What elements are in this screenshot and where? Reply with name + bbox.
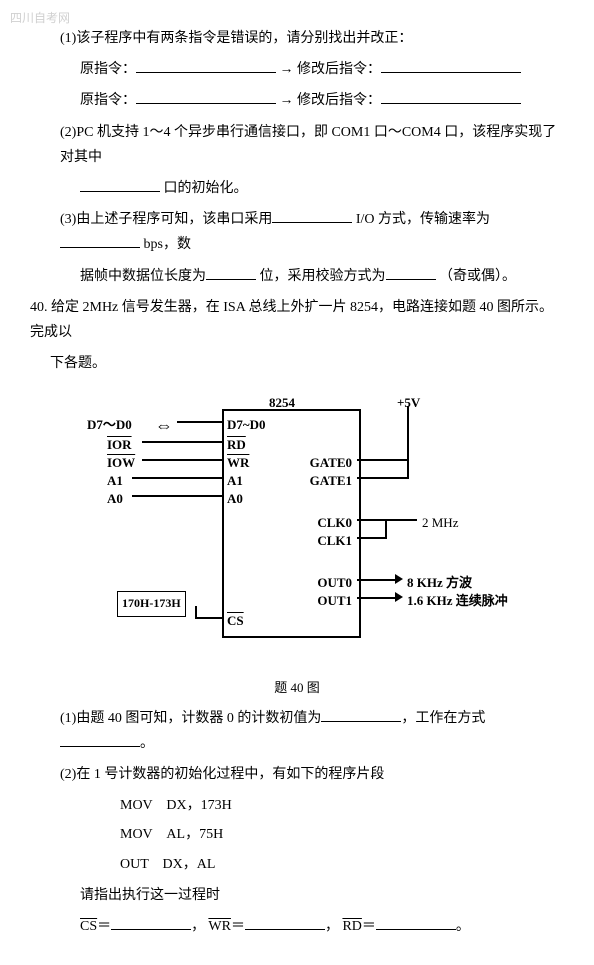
watermark: 四川自考网 <box>10 8 70 30</box>
pin-out1: OUT1 <box>317 589 352 612</box>
eq3: ＝ <box>362 919 376 934</box>
bus-arrow-icon: ⇔ <box>155 409 173 441</box>
q3-text-c: bps，数 <box>144 237 191 252</box>
orig-label-2: 原指令： <box>80 93 136 108</box>
blank <box>136 89 276 104</box>
wire <box>385 519 387 539</box>
blank <box>386 265 436 280</box>
bus-text: D7～D0 <box>87 417 132 432</box>
q3-text-b: I/O 方式，传输速率为 <box>356 212 490 227</box>
addr-box: 170H-173H <box>117 591 186 617</box>
q40-1-a: (1)由题 40 图可知，计数器 0 的计数初值为 <box>60 711 321 726</box>
blank <box>60 233 140 248</box>
arrow-icon <box>395 574 403 584</box>
wire <box>195 606 197 618</box>
q40-1-c: 。 <box>140 736 154 751</box>
code-1: MOV DX，173H <box>120 793 564 818</box>
blank <box>206 265 256 280</box>
wire <box>357 519 417 521</box>
q3-text-e: 位，采用校验方式为 <box>260 269 386 284</box>
rd-text: RD <box>227 437 246 452</box>
wire <box>132 495 222 497</box>
q2-text-b: 口的初始化。 <box>164 181 248 196</box>
arrow-icon <box>395 592 403 602</box>
blank <box>376 915 456 930</box>
wire <box>142 441 222 443</box>
cs-text: CS <box>227 613 244 628</box>
blank <box>272 208 352 223</box>
wire <box>195 617 222 619</box>
wire <box>357 537 387 539</box>
blank <box>111 915 191 930</box>
blank <box>381 58 521 73</box>
period: 。 <box>456 919 470 934</box>
q3-text-a: (3)由上述子程序可知，该串口采用 <box>60 212 272 227</box>
wire <box>357 477 409 479</box>
rd-sig: RD <box>342 919 361 934</box>
wire <box>132 477 222 479</box>
circuit-diagram: 8254 +5V D7～D0 ⇔ IOR IOW A1 A0 D7~D0 RD … <box>87 391 507 661</box>
wire <box>142 459 222 461</box>
wire <box>357 597 397 599</box>
pin-gate1: GATE1 <box>310 469 352 492</box>
ext-a0: A0 <box>107 487 123 510</box>
blank <box>60 732 140 747</box>
pin-a0: A0 <box>227 487 243 510</box>
blank <box>321 707 401 722</box>
wire <box>177 421 222 423</box>
eq2: ＝ <box>231 919 245 934</box>
q3-line-a: (3)由上述子程序可知，该串口采用 I/O 方式，传输速率为 bps，数 <box>60 207 564 257</box>
q40-line-a: 40. 给定 2MHz 信号发生器，在 ISA 总线上外扩一片 8254，电路连… <box>30 295 564 345</box>
code-2: MOV AL，75H <box>120 822 564 847</box>
out1-label: 1.6 KHz 连续脉冲 <box>407 589 508 612</box>
q3-line-b: 据帧中数据位长度为 位，采用校验方式为 （奇或偶）。 <box>80 264 564 289</box>
q40-1-b: ，工作在方式 <box>401 711 485 726</box>
q2-line-b: 口的初始化。 <box>80 176 564 201</box>
blank <box>381 89 521 104</box>
pin-clk1: CLK1 <box>317 529 352 552</box>
mod-label-1: → 修改后指令： <box>280 62 382 77</box>
orig-label-1: 原指令： <box>80 62 136 77</box>
code-3: OUT DX，AL <box>120 852 564 877</box>
wire <box>407 406 409 478</box>
ior-text: IOR <box>107 437 132 452</box>
q40-2-b: 请指出执行这一过程时 <box>80 883 564 908</box>
mod-label-2: → 修改后指令： <box>280 93 382 108</box>
q40-line-b: 下各题。 <box>50 351 564 376</box>
q40-2-signals: CS＝， WR＝， RD＝。 <box>80 914 564 939</box>
wr-text: WR <box>227 455 249 470</box>
q1-prompt: (1)该子程序中有两条指令是错误的，请分别找出并改正： <box>60 26 564 51</box>
wr-sig: WR <box>208 919 231 934</box>
blank <box>245 915 325 930</box>
eq1: ＝ <box>97 919 111 934</box>
wire <box>357 579 397 581</box>
q1-line2: 原指令： → 修改后指令： <box>80 88 564 113</box>
comma2: ， <box>325 919 339 934</box>
q1-line1: 原指令： → 修改后指令： <box>80 57 564 82</box>
wire <box>357 459 409 461</box>
pin-cs: CS <box>227 609 244 632</box>
q3-text-f: （奇或偶）。 <box>439 269 516 284</box>
q40-1: (1)由题 40 图可知，计数器 0 的计数初值为 ，工作在方式。 <box>60 706 564 756</box>
blank <box>80 177 160 192</box>
q2-line-a: (2)PC 机支持 1～4 个异步串行通信接口，即 COM1 口～COM4 口，… <box>60 120 564 170</box>
comma1: ， <box>191 919 205 934</box>
iow-text: IOW <box>107 455 135 470</box>
cs-sig: CS <box>80 919 97 934</box>
q3-text-d: 据帧中数据位长度为 <box>80 269 206 284</box>
blank <box>136 58 276 73</box>
diagram-caption: 题 40 图 <box>30 676 564 699</box>
q40-2-a: (2)在 1 号计数器的初始化过程中，有如下的程序片段 <box>60 762 564 787</box>
clk-freq: 2 MHz <box>422 511 458 534</box>
